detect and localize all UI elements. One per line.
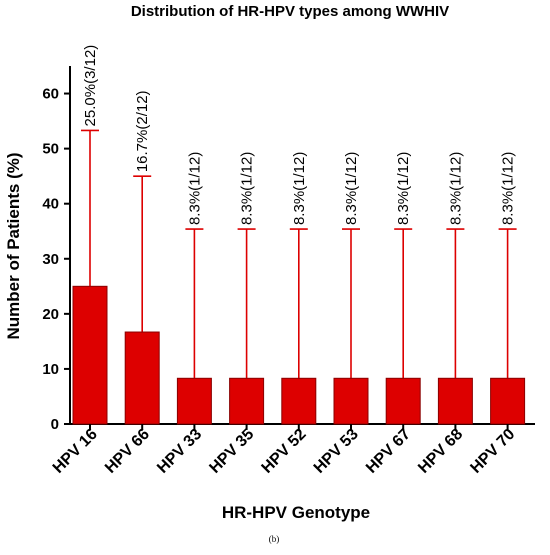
bar [229, 377, 265, 425]
data-label: 8.3%(1/12) [447, 152, 464, 225]
bar [176, 377, 212, 425]
data-label: 8.3%(1/12) [395, 152, 412, 225]
y-tick-label: 20 [42, 306, 59, 323]
y-tick-label: 40 [42, 196, 59, 213]
bar [333, 377, 369, 425]
chart-title: Distribution of HR-HPV types among WWHIV [131, 3, 449, 20]
bar [385, 377, 421, 425]
x-tick-label: HPV 53 [311, 426, 362, 477]
x-tick-label: HPV 35 [206, 426, 257, 477]
figure-caption: (b) [269, 534, 280, 544]
y-tick-label: 60 [42, 86, 59, 103]
bar [490, 377, 526, 425]
x-tick-label: HPV 67 [363, 426, 414, 477]
plot-area: 0 10 20 30 40 50 60 HPV 16 25.0%(3/12) HPV 66 16.7… [42, 45, 535, 477]
x-tick-label: HPV 33 [154, 426, 205, 477]
data-label: 8.3%(1/12) [500, 152, 517, 225]
bar [281, 377, 317, 425]
data-label: 8.3%(1/12) [291, 152, 308, 225]
x-tick-label: HPV 66 [102, 426, 153, 477]
data-label: 8.3%(1/12) [239, 152, 256, 225]
y-tick-label: 50 [42, 141, 59, 158]
y-axis-title: Number of Patients (%) [4, 152, 23, 339]
x-tick-label: HPV 52 [259, 426, 310, 477]
x-tick-label: HPV 16 [50, 426, 101, 477]
bar [124, 331, 160, 425]
data-label: 8.3%(1/12) [186, 152, 203, 225]
y-tick-label: 10 [42, 361, 59, 378]
y-tick-label: 0 [51, 416, 59, 433]
bar [72, 285, 108, 425]
x-tick-label: HPV 70 [467, 426, 518, 477]
y-tick-label: 30 [42, 251, 59, 268]
data-label: 25.0%(3/12) [82, 45, 99, 127]
data-label: 16.7%(2/12) [134, 90, 151, 172]
bar [437, 377, 473, 425]
x-axis-title: HR-HPV Genotype [222, 503, 370, 522]
data-label: 8.3%(1/12) [343, 152, 360, 225]
x-tick-label: HPV 68 [415, 426, 466, 477]
